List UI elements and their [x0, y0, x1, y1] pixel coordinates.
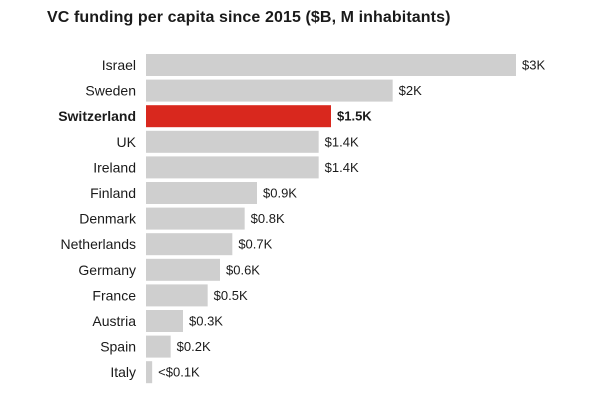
value-label-netherlands: $0.7K [238, 237, 272, 252]
chart-title: VC funding per capita since 2015 ($B, M … [47, 9, 451, 26]
bar-spain [146, 335, 171, 358]
value-label-finland: $0.9K [263, 186, 297, 201]
category-label-ireland: Ireland [93, 159, 136, 175]
bar-israel [146, 54, 516, 76]
category-label-uk: UK [117, 134, 137, 150]
value-label-switzerland: $1.5K [337, 109, 372, 124]
category-label-germany: Germany [78, 262, 136, 278]
bar-italy [146, 361, 153, 384]
value-label-austria: $0.3K [189, 314, 223, 329]
category-label-netherlands: Netherlands [61, 236, 137, 252]
value-label-sweden: $2K [399, 83, 422, 98]
value-label-germany: $0.6K [226, 262, 260, 277]
value-label-uk: $1.4K [325, 134, 359, 149]
value-label-france: $0.5K [214, 288, 248, 303]
category-label-denmark: Denmark [79, 211, 137, 227]
value-label-ireland: $1.4K [325, 160, 359, 175]
bar-uk [146, 130, 319, 153]
category-label-france: France [92, 287, 136, 303]
bar-ireland [146, 156, 319, 179]
bar-netherlands [146, 233, 233, 256]
category-label-austria: Austria [92, 313, 136, 329]
category-label-israel: Israel [102, 57, 136, 73]
bar-switzerland [146, 105, 331, 128]
category-label-spain: Spain [100, 339, 136, 355]
category-label-italy: Italy [110, 364, 136, 380]
bar-finland [146, 182, 257, 204]
value-label-israel: $3K [522, 58, 545, 73]
value-label-italy: <$0.1K [158, 365, 200, 380]
value-label-denmark: $0.8K [251, 211, 285, 226]
value-label-spain: $0.2K [177, 339, 211, 354]
category-label-finland: Finland [90, 185, 136, 201]
bar-france [146, 284, 208, 307]
bar-germany [146, 258, 220, 281]
category-label-sweden: Sweden [85, 83, 136, 99]
bar-sweden [146, 79, 393, 102]
bar-austria [146, 310, 183, 332]
bar-denmark [146, 207, 245, 230]
category-label-switzerland: Switzerland [58, 108, 136, 124]
